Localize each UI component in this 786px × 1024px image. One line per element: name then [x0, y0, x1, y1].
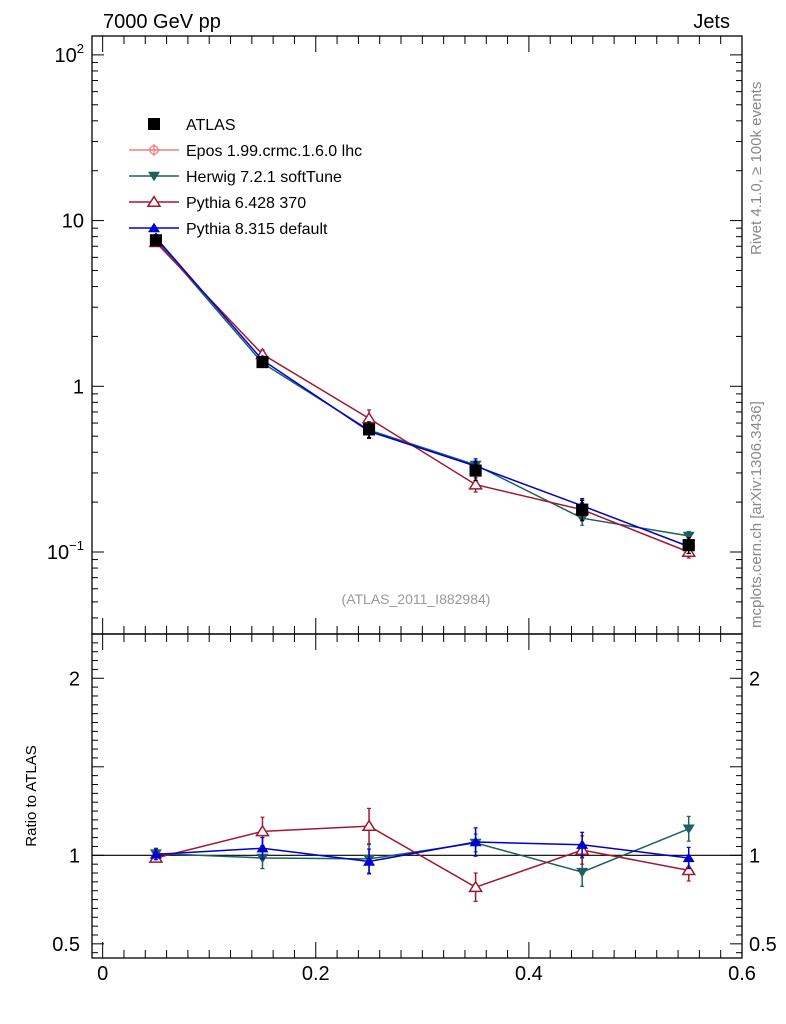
legend-marker: [146, 195, 162, 207]
header-category: Jets: [693, 11, 730, 33]
data-point: [576, 839, 589, 849]
x-tick-label: 0.6: [728, 963, 756, 985]
data-point: [468, 477, 483, 490]
main-panel: 102 10 1 10−1: [47, 35, 743, 635]
data-point: [682, 824, 695, 835]
data-point: [576, 503, 589, 516]
y-tick-label: 1: [73, 376, 84, 398]
series-line-ratio-herwig: [155, 828, 689, 873]
data-point: [361, 411, 377, 424]
legend-marker: [148, 222, 160, 233]
series-line-ratio-pythia6: [155, 825, 689, 889]
data-point: [255, 824, 270, 837]
data-point: [363, 423, 376, 436]
legend-marker: [148, 144, 160, 156]
legend-marker: [148, 171, 160, 182]
legend-item-epos: Epos 1.99.crmc.1.6.0 lhc: [129, 143, 362, 160]
legend-label: Epos 1.99.crmc.1.6.0 lhc: [186, 143, 362, 160]
legend-item-pythia6: Pythia 6.428 370: [129, 195, 306, 212]
legend-item-pythia8: Pythia 8.315 default: [129, 221, 328, 238]
legend-item-atlas: ATLAS: [148, 117, 236, 134]
data-point: [682, 539, 695, 552]
y-tick-label: 102: [55, 41, 84, 67]
legend-marker: [148, 118, 160, 130]
legend-label: Herwig 7.2.1 softTune: [186, 169, 342, 186]
ratio-y-tick-label-right: 2: [749, 668, 760, 690]
x-tick-label: 0: [97, 963, 108, 985]
x-tick-label: 0.2: [302, 963, 330, 985]
series-pythia8: [149, 232, 695, 555]
data-point: [469, 464, 482, 477]
data-point: [256, 356, 269, 369]
legend: ATLAS Epos 1.99.crmc.1.6.0 lhc Herwig 7.2.…: [129, 117, 362, 238]
series-atlas: [149, 234, 695, 555]
series-line-pythia8: [155, 237, 689, 548]
ratio-y-tick-label: 0.5: [52, 934, 80, 956]
data-point: [361, 819, 377, 832]
ratio-y-tick-label-right: 1: [749, 845, 760, 867]
series-ratio-pythia8: [149, 827, 695, 875]
data-point: [576, 867, 589, 878]
series-line-pythia6: [155, 241, 689, 553]
series-line-ratio-pythia8: [155, 841, 689, 863]
ratio-panel: 0 0.2 0.4 0.6 2 2 1 1 0.5 0.5: [52, 633, 777, 985]
y-tick-label: 10−1: [47, 538, 84, 564]
ratio-y-tick-label: 2: [69, 668, 80, 690]
data-point: [682, 531, 695, 542]
x-tick-label: 0.4: [515, 963, 543, 985]
header-title: 7000 GeV pp: [103, 11, 221, 33]
series-pythia6: [148, 235, 697, 559]
mcplots-label: mcplots.cern.ch [arXiv:1306.3436]: [748, 401, 765, 628]
legend-item-herwig: Herwig 7.2.1 softTune: [129, 169, 342, 186]
data-point: [468, 880, 483, 893]
ratio-y-tick-label: 1: [69, 845, 80, 867]
legend-label: ATLAS: [186, 117, 236, 134]
analysis-label: (ATLAS_2011_I882984): [342, 591, 491, 607]
rivet-label: Rivet 4.1.0, ≥ 100k events: [748, 82, 765, 255]
data-point: [149, 849, 162, 859]
ratio-y-tick-label-right: 0.5: [749, 934, 777, 956]
data-point: [681, 863, 697, 876]
legend-label: Pythia 6.428 370: [186, 195, 306, 212]
data-point: [363, 856, 376, 866]
series-atlas-top: [149, 234, 695, 555]
y-tick-label: 10: [62, 211, 84, 233]
data-point: [149, 234, 162, 247]
data-point: [682, 852, 695, 863]
series-herwig: [149, 235, 695, 542]
series-line-herwig: [155, 238, 689, 537]
data-point: [256, 842, 269, 853]
ratio-frame: [91, 633, 743, 959]
data-point: [469, 836, 482, 847]
legend-label: Pythia 8.315 default: [186, 221, 328, 238]
ratio-y-label: Ratio to ATLAS: [23, 745, 40, 846]
